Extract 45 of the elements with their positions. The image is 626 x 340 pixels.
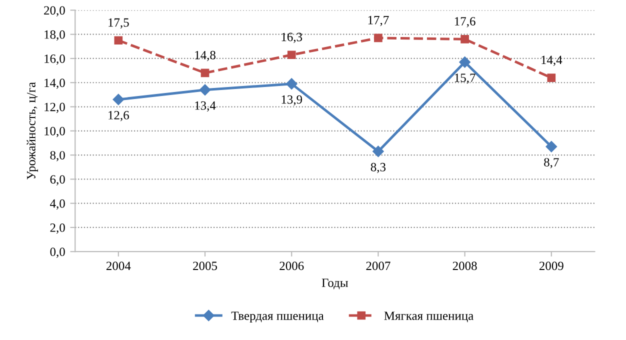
point <box>287 50 296 60</box>
y-tick-label: 6,0 <box>50 175 65 186</box>
y-tick-label: 18,0 <box>44 30 65 41</box>
x-tick-label: 2006 <box>280 262 304 270</box>
point <box>460 35 469 44</box>
point <box>459 56 470 68</box>
point <box>374 34 382 42</box>
y-tick-label: 0,0 <box>50 248 65 258</box>
point <box>286 78 298 90</box>
data-label: 13,4 <box>195 101 216 112</box>
data-label: 13,9 <box>282 95 302 106</box>
data-label: 8,7 <box>544 158 559 168</box>
x-tick-label: 2008 <box>452 262 477 270</box>
x-tick-label: 2007 <box>366 262 390 270</box>
data-label: 14,4 <box>542 56 562 66</box>
x-tick-label: 2009 <box>539 262 564 270</box>
y-tick-label: 2,0 <box>50 223 65 234</box>
data-label: 14,8 <box>195 50 216 62</box>
x-tick-label: 2004 <box>106 262 131 270</box>
point <box>200 68 210 78</box>
data-label: 16,3 <box>282 32 302 44</box>
x-axis-title: Годы <box>322 278 348 290</box>
point <box>546 140 558 152</box>
point <box>372 146 384 158</box>
y-tick-label: 10,0 <box>44 126 65 138</box>
data-label: 8,3 <box>370 162 386 174</box>
y-axis-title: Урожайность, ц/га <box>26 82 38 180</box>
data-label: 17,7 <box>368 16 389 26</box>
point <box>114 36 123 45</box>
y-tick-label: 14,0 <box>44 78 65 89</box>
data-label: 17,5 <box>108 18 129 29</box>
point <box>112 94 124 106</box>
point <box>199 84 211 96</box>
data-label: 17,6 <box>454 17 476 28</box>
data-label: 15,7 <box>454 74 476 84</box>
y-tick-label: 20,0 <box>44 6 65 16</box>
y-tick-label: 12,0 <box>44 102 65 114</box>
point <box>547 74 556 82</box>
legend-label: Твердая пшеница <box>231 312 324 323</box>
y-tick-label: 8,0 <box>50 151 65 162</box>
y-tick-label: 4,0 <box>50 199 65 210</box>
x-tick-label: 2005 <box>193 262 218 270</box>
y-tick-label: 16,0 <box>44 54 65 65</box>
legend-label: Мягкая пшеница <box>384 312 474 322</box>
data-label: 12,6 <box>108 111 129 122</box>
